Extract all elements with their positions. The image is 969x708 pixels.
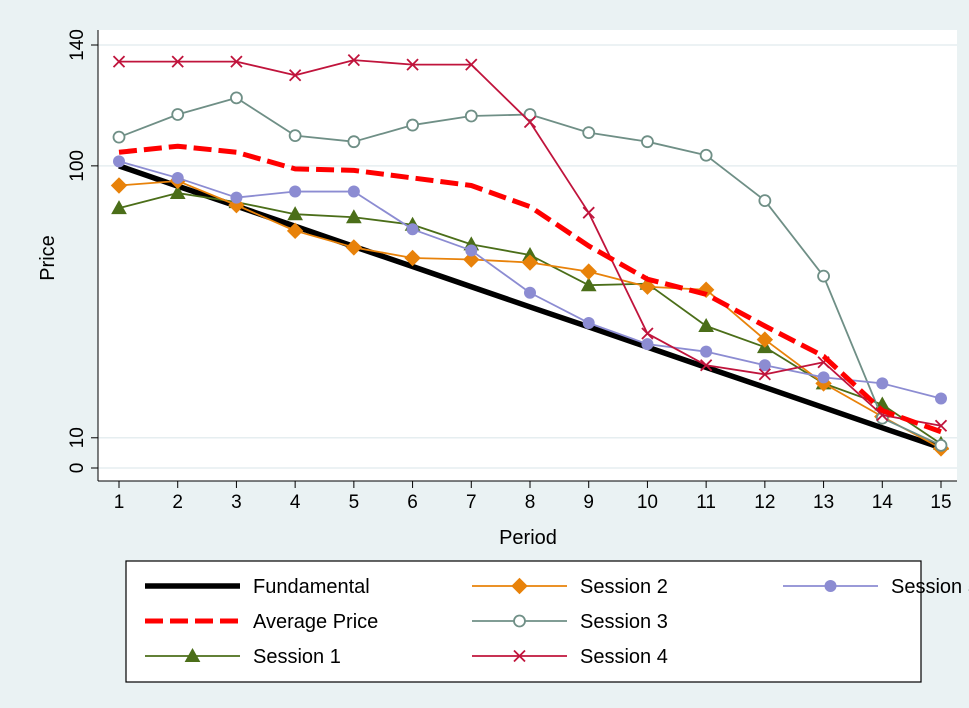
x-tick-label: 3 xyxy=(231,492,242,513)
point-session-3 xyxy=(347,135,361,149)
point-session-2 xyxy=(756,331,774,348)
x-tick-label: 2 xyxy=(172,492,183,513)
y-tick-label: 100 xyxy=(67,150,88,182)
x-tick-label: 8 xyxy=(525,492,536,513)
legend-label-session-3: Session 3 xyxy=(580,611,668,633)
x-tick-label: 15 xyxy=(930,492,951,513)
y-tick-label: 140 xyxy=(67,29,88,61)
point-session-2 xyxy=(463,251,480,268)
point-session-1 xyxy=(169,185,186,200)
series-group xyxy=(110,53,950,457)
point-session-4 xyxy=(523,115,537,129)
point-session-3 xyxy=(699,148,713,162)
point-session-2 xyxy=(521,254,539,271)
gridlines xyxy=(98,44,957,469)
x-tick-label: 13 xyxy=(813,492,834,513)
legend-label-session-2: Session 2 xyxy=(580,576,668,598)
point-session-4 xyxy=(700,359,713,372)
legend: Fundamental Session 2 Session 5 Average Pri… xyxy=(145,576,969,668)
point-session-1 xyxy=(698,317,714,332)
x-axis-title: Period xyxy=(499,527,557,549)
point-session-5 xyxy=(876,377,889,390)
point-session-5 xyxy=(582,316,595,329)
point-session-1 xyxy=(111,200,127,215)
point-session-1 xyxy=(287,206,303,221)
point-session-3 xyxy=(406,118,419,132)
point-session-5 xyxy=(700,345,713,358)
y-tick-label: 0 xyxy=(67,463,88,474)
legend-label-session-1: Session 1 xyxy=(253,646,341,668)
legend-marker-session-1 xyxy=(184,647,201,662)
x-tick-label: 5 xyxy=(349,492,360,513)
y-axis-title: Price xyxy=(37,235,59,281)
point-session-4 xyxy=(347,53,360,67)
x-tick-label: 12 xyxy=(754,492,775,513)
x-tick-label: 11 xyxy=(696,492,716,513)
point-session-3 xyxy=(582,126,596,140)
point-session-2 xyxy=(404,249,421,267)
point-session-4 xyxy=(406,58,419,71)
point-session-2 xyxy=(639,278,656,295)
point-session-5 xyxy=(230,191,243,204)
x-tick-label: 9 xyxy=(583,492,594,513)
point-session-5 xyxy=(641,338,654,351)
point-session-4 xyxy=(171,55,184,68)
x-tick-label: 1 xyxy=(114,492,125,513)
x-tick-label: 14 xyxy=(872,492,894,513)
point-session-4 xyxy=(465,58,478,71)
x-tick-label: 4 xyxy=(290,492,301,513)
legend-label-average-price: Average Price xyxy=(253,611,378,633)
series-line-average-price xyxy=(118,143,942,435)
point-session-3 xyxy=(171,108,185,121)
x-tick-label: 6 xyxy=(407,492,418,513)
x-tick-label: 10 xyxy=(637,492,658,513)
point-session-5 xyxy=(347,185,360,198)
legend-label-session-4: Session 4 xyxy=(580,646,668,668)
point-session-5 xyxy=(406,223,419,236)
legend-marker-session-4 xyxy=(513,649,526,663)
point-session-4 xyxy=(289,69,302,82)
point-session-3 xyxy=(288,129,302,143)
point-session-2 xyxy=(110,177,128,194)
point-session-3 xyxy=(112,130,126,144)
y-tick-label: 10 xyxy=(67,427,88,448)
point-session-2 xyxy=(345,239,363,256)
point-session-1 xyxy=(580,277,597,292)
point-session-4 xyxy=(758,368,771,381)
point-session-3 xyxy=(230,91,243,105)
point-session-4 xyxy=(641,327,654,340)
point-session-4 xyxy=(112,55,126,68)
point-session-3 xyxy=(464,109,478,123)
point-session-5 xyxy=(935,392,947,405)
point-session-1 xyxy=(346,209,362,224)
legend-marker-session-5 xyxy=(824,580,837,592)
point-session-5 xyxy=(817,371,830,384)
legend-label-session-5: Session 5 xyxy=(891,576,969,598)
point-session-3 xyxy=(758,194,772,208)
point-session-3 xyxy=(817,269,830,283)
point-session-3 xyxy=(934,438,948,452)
point-session-5 xyxy=(171,171,184,184)
point-session-2 xyxy=(286,222,304,240)
point-session-3 xyxy=(523,108,537,121)
point-session-5 xyxy=(113,155,125,168)
point-session-5 xyxy=(758,359,771,372)
point-session-3 xyxy=(641,135,654,149)
point-session-4 xyxy=(582,206,595,219)
point-session-5 xyxy=(465,244,478,257)
point-session-5 xyxy=(289,185,302,198)
point-session-4 xyxy=(230,55,243,68)
legend-marker-session-2 xyxy=(511,577,528,595)
point-session-5 xyxy=(524,286,536,299)
legend-marker-session-3 xyxy=(513,614,526,628)
x-tick-label: 7 xyxy=(466,492,477,513)
point-session-2 xyxy=(580,263,597,280)
legend-label-fundamental: Fundamental xyxy=(253,576,370,598)
